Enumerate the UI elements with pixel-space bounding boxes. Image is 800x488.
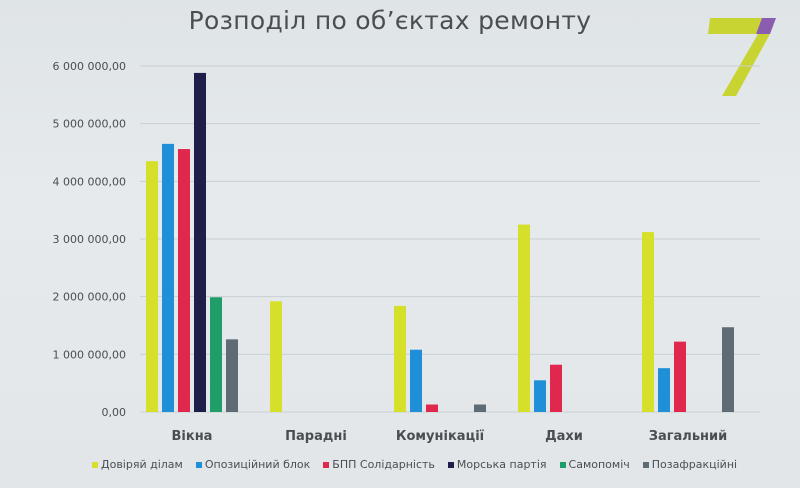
bar bbox=[270, 301, 282, 412]
y-tick-label: 4 000 000,00 bbox=[53, 175, 126, 188]
x-axis-category-labels: Вікна Парадні Комунікації Дахи Загальний bbox=[172, 429, 728, 444]
legend-swatch bbox=[642, 461, 649, 468]
bars bbox=[146, 72, 734, 413]
bar bbox=[722, 327, 734, 412]
legend-item: Позафракційні bbox=[642, 458, 738, 471]
legend-swatch bbox=[92, 461, 98, 468]
chart-title: Розподіл по об’єктах ремонту bbox=[188, 6, 592, 35]
legend-label: Самопоміч bbox=[568, 458, 630, 471]
legend-swatch bbox=[195, 461, 202, 468]
bar bbox=[162, 143, 174, 412]
bar bbox=[226, 339, 238, 412]
bar bbox=[550, 364, 562, 412]
legend-item: БПП Солідарність bbox=[323, 458, 435, 471]
y-tick-label: 5 000 000,00 bbox=[53, 118, 126, 131]
y-tick-label: 3 000 000,00 bbox=[53, 233, 126, 246]
bar bbox=[394, 305, 406, 412]
legend-label: Опозиційний блок bbox=[204, 458, 311, 471]
bar bbox=[426, 404, 438, 412]
bar bbox=[146, 161, 158, 412]
bar bbox=[210, 297, 222, 412]
legend-swatch bbox=[559, 461, 566, 468]
legend-item: Самопоміч bbox=[559, 458, 630, 471]
y-tick-label: 6 000 000,00 bbox=[53, 60, 126, 73]
channel-7-logo-icon: 7 bbox=[708, 18, 776, 96]
bar bbox=[658, 368, 670, 412]
y-tick-label: 0,00 bbox=[102, 406, 127, 419]
legend-label: Морська партія bbox=[456, 458, 547, 471]
legend-item: Морська партія bbox=[447, 458, 547, 471]
bar bbox=[642, 232, 654, 412]
legend-label: Позафракційні bbox=[651, 458, 738, 471]
bar bbox=[674, 341, 686, 412]
x-category-label: Парадні bbox=[285, 429, 347, 444]
x-category-label: Загальний bbox=[649, 429, 728, 444]
y-axis-tick-labels: 0,00 1 000 000,00 2 000 000,00 3 000 000,00… bbox=[53, 60, 126, 419]
bar bbox=[194, 72, 206, 413]
legend-swatch bbox=[447, 461, 454, 468]
x-category-label: Вікна bbox=[172, 429, 213, 444]
grid-lines bbox=[140, 65, 760, 413]
chart-legend: Довіряй ділам Опозиційний блок БПП Солідар… bbox=[92, 458, 792, 471]
y-tick-label: 2 000 000,00 bbox=[53, 291, 126, 304]
bar bbox=[518, 224, 530, 412]
legend-item: Опозиційний блок bbox=[195, 458, 311, 471]
bar bbox=[474, 404, 486, 412]
legend-label: Довіряй ділам bbox=[101, 458, 183, 471]
legend-swatch bbox=[323, 461, 330, 468]
x-category-label: Дахи bbox=[545, 429, 583, 444]
legend-item: Довіряй ділам bbox=[92, 458, 183, 471]
legend-label: БПП Солідарність bbox=[332, 458, 435, 471]
bar bbox=[178, 149, 190, 413]
x-category-label: Комунікації bbox=[396, 429, 485, 444]
y-tick-label: 1 000 000,00 bbox=[53, 348, 126, 361]
bar bbox=[534, 380, 546, 412]
bar bbox=[410, 349, 422, 412]
